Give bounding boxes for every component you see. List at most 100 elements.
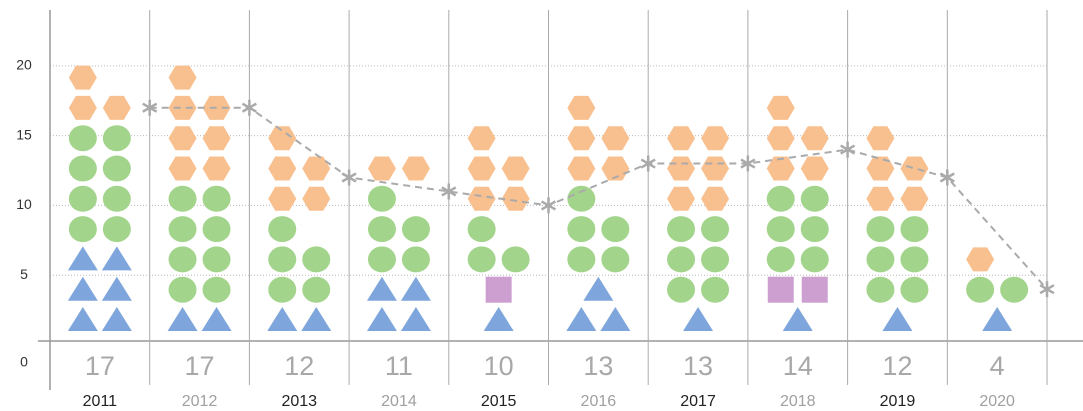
hexagon-icon [766, 95, 795, 120]
triangle-icon [400, 307, 431, 331]
circle-icon [168, 246, 197, 273]
circle-icon [202, 246, 231, 273]
hexagon-icon [667, 156, 696, 181]
y-tick-label: 15 [16, 126, 32, 142]
circle-icon [966, 276, 995, 303]
triangle-icon [67, 276, 98, 301]
hexagon-icon [501, 186, 530, 211]
icon-group [485, 276, 512, 303]
total-label: 14 [783, 351, 813, 381]
icon-group [268, 216, 331, 303]
circle-icon [766, 216, 795, 243]
x-tick-label: 2014 [381, 393, 417, 410]
icon-group [68, 65, 131, 120]
circle-icon [268, 246, 297, 273]
y-tick-label: 5 [20, 266, 28, 282]
hexagon-icon [800, 156, 829, 181]
x-tick-label: 2020 [979, 393, 1015, 410]
circle-icon [667, 246, 696, 273]
star-marker [142, 99, 158, 116]
circle-icon [202, 185, 231, 212]
icon-group [267, 307, 332, 331]
circle-icon [401, 246, 430, 273]
star-marker [540, 197, 557, 214]
circle-icon [701, 276, 730, 303]
star-marker [1039, 281, 1055, 298]
star-marker [241, 99, 257, 116]
hexagon-icon [268, 156, 297, 181]
hexagon-icon [268, 126, 297, 151]
hexagon-icon [401, 156, 430, 181]
total-line [149, 106, 1048, 290]
y-tick-label: 0 [20, 354, 28, 370]
hexagon-icon [467, 156, 496, 181]
hexagon-icon [900, 156, 929, 181]
hexagon-icon [766, 126, 795, 151]
circle-icon [401, 216, 430, 243]
x-tick-label: 2018 [780, 393, 816, 410]
icon-group [467, 126, 530, 211]
icon-group [566, 276, 631, 331]
hexagon-icon [467, 126, 496, 151]
circle-icon [68, 216, 97, 243]
icon-group [567, 95, 630, 181]
hexagon-icon [567, 95, 596, 120]
icon-group [866, 126, 929, 211]
hexagon-icon [766, 156, 795, 181]
triangle-icon [267, 307, 298, 331]
icon-group [168, 65, 231, 181]
hexagon-icon [302, 156, 331, 181]
icon-group [367, 156, 430, 181]
hexagon-icon [102, 95, 131, 120]
total-label: 11 [385, 351, 413, 381]
icon-group [966, 276, 1029, 303]
hexagon-icon [367, 156, 396, 181]
circle-icon [168, 185, 197, 212]
circle-icon [667, 216, 696, 243]
triangle-icon [101, 307, 132, 331]
x-tick-label: 2013 [281, 393, 317, 410]
icon-group [68, 125, 131, 243]
circle-icon [701, 216, 730, 243]
circle-icon [168, 216, 197, 243]
star-marker [740, 155, 756, 172]
hexagon-icon [667, 126, 696, 151]
y-tick-label: 10 [16, 196, 32, 212]
circle-icon [766, 246, 795, 273]
hexagon-icon [701, 126, 730, 151]
total-label: 13 [683, 351, 713, 381]
triangle-icon [600, 307, 631, 331]
icon-group [882, 307, 913, 331]
triangle-icon [201, 307, 232, 331]
total-label: 12 [284, 351, 314, 381]
triangle-icon [683, 307, 714, 331]
icon-group [483, 307, 514, 331]
icon-group [67, 246, 132, 331]
circle-icon [102, 185, 131, 212]
triangle-icon [167, 307, 198, 331]
icon-group [467, 216, 530, 273]
triangle-icon [400, 276, 431, 301]
x-tick-label: 2016 [581, 393, 617, 410]
hexagon-icon [701, 186, 730, 211]
circle-icon [900, 216, 929, 243]
icon-group [966, 247, 995, 272]
star-marker [840, 141, 856, 158]
hexagon-icon [168, 95, 197, 120]
square-icon [801, 276, 828, 303]
hexagon-icon [800, 126, 829, 151]
triangle-icon [67, 307, 98, 331]
icon-group [683, 307, 714, 331]
icon-group [366, 276, 431, 331]
star-marker [441, 183, 457, 200]
circle-icon [68, 185, 97, 212]
x-tick-label: 2017 [680, 393, 716, 410]
circle-icon [900, 276, 929, 303]
circle-icon [667, 276, 696, 303]
icon-group [168, 185, 231, 303]
y-tick-label: 20 [16, 57, 32, 73]
hexagon-icon [168, 156, 197, 181]
circle-icon [800, 246, 829, 273]
circle-icon [701, 246, 730, 273]
